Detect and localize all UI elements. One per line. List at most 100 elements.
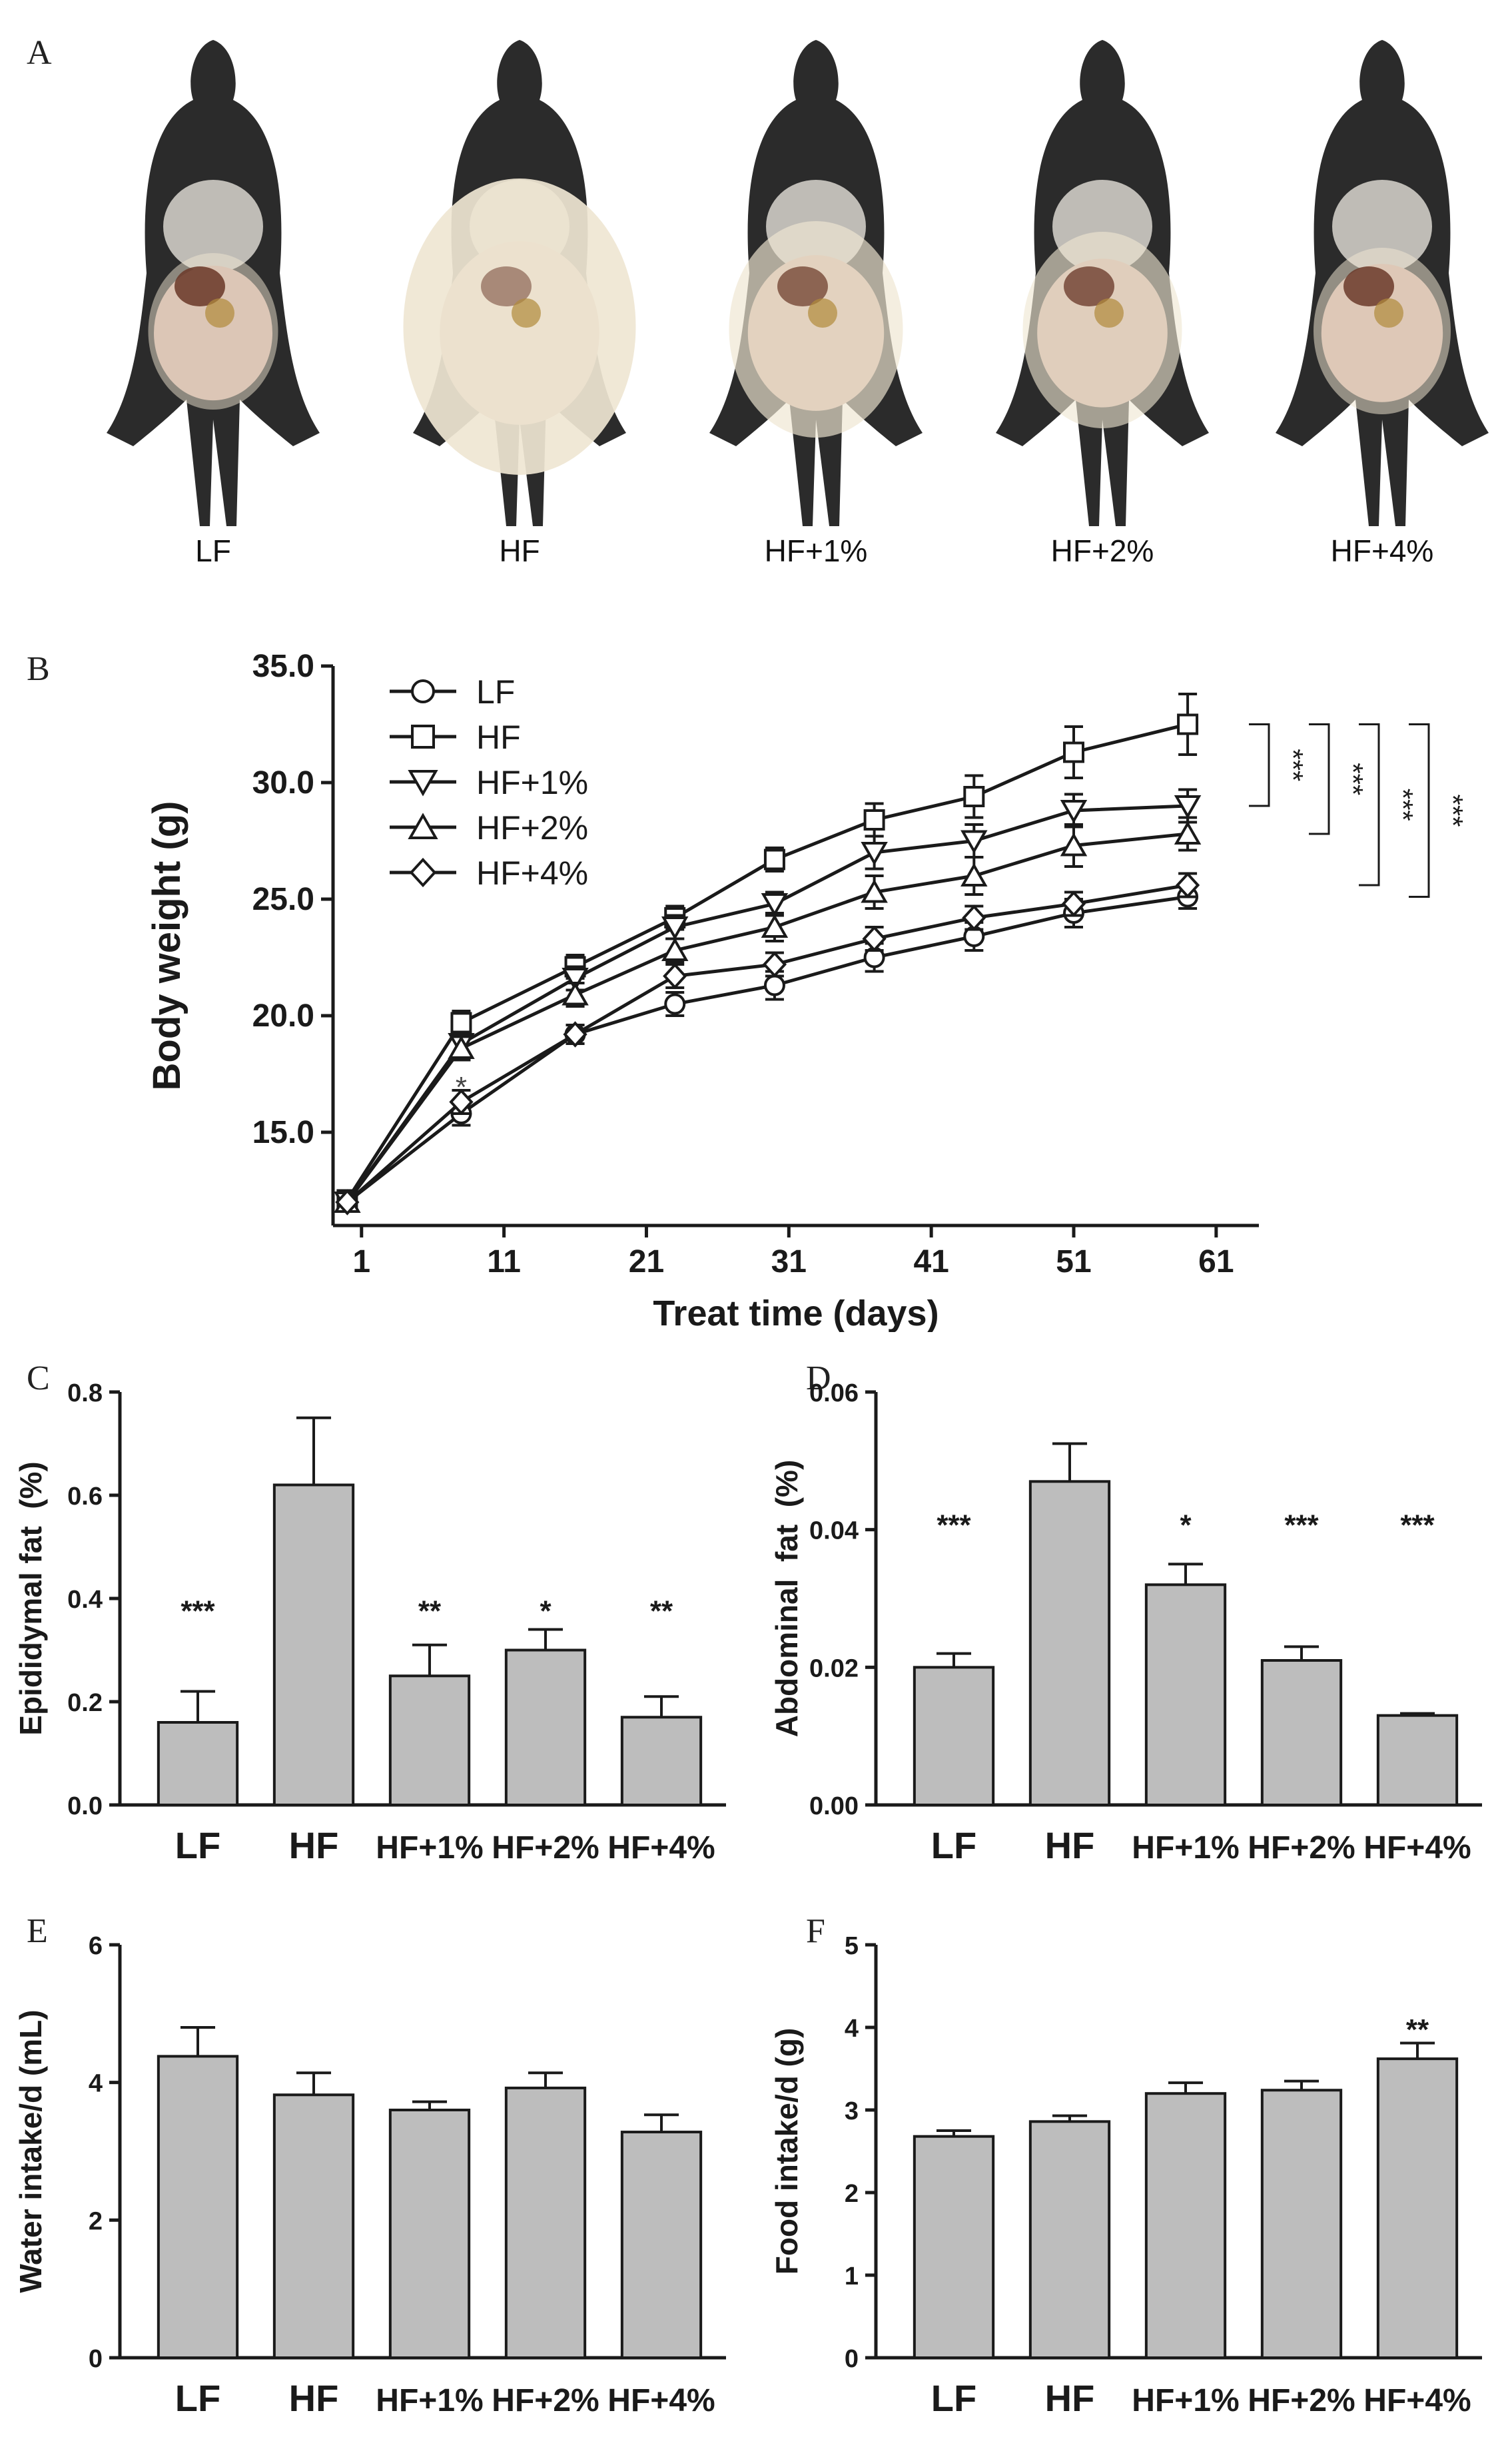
bar: [1260, 2089, 1343, 2359]
significance-label: ***: [1387, 789, 1419, 821]
x-axis-title: Treat time (days): [653, 1293, 939, 1332]
y-tick-label: 1: [845, 2263, 859, 2290]
mouse-photo-5: [1262, 20, 1502, 526]
y-tick-label: 0.4: [67, 1586, 103, 1614]
marker-diamond: [409, 857, 437, 888]
category-label: LF: [175, 2377, 220, 2419]
marker-circle: [664, 993, 686, 1015]
marker-square: [863, 809, 885, 831]
marker-triangle-down: [960, 830, 988, 854]
marker-triangle-up: [861, 879, 888, 903]
mouse-label-1: LF: [195, 533, 231, 568]
marker-triangle-up: [761, 914, 789, 938]
y-tick-label: 5: [845, 1932, 859, 1960]
x-tick-label: 31: [771, 1244, 807, 1279]
category-label: HF+4%: [1363, 2383, 1471, 2418]
y-tick-label: 25.0: [252, 882, 314, 917]
significance-label: **: [418, 1595, 442, 1628]
panel-letter-b: B: [27, 650, 50, 688]
category-label: LF: [175, 1824, 220, 1866]
y-tick-label: 3: [845, 2097, 859, 2125]
significance-label: **: [1406, 2013, 1429, 2046]
marker-square: [1177, 713, 1199, 735]
y-tick-label: 2: [845, 2180, 859, 2208]
y-axis-title: Body weight (g): [145, 801, 189, 1091]
marker-triangle-up: [408, 813, 438, 839]
y-tick-label: 0.0: [67, 1792, 103, 1820]
legend-label: LF: [476, 673, 515, 711]
y-tick-label: 15.0: [252, 1115, 314, 1150]
bar: [913, 1666, 995, 1807]
marker-diamond: [962, 904, 986, 931]
category-label: HF+4%: [1363, 1830, 1471, 1866]
marker-square: [963, 786, 985, 807]
significance-bracket: [1249, 723, 1270, 807]
y-axis-title: Epididymal fat (%): [13, 1461, 48, 1735]
bar: [1260, 1659, 1343, 1806]
y-tick-label: 0.02: [809, 1654, 859, 1682]
legend-label: HF: [476, 719, 521, 756]
marker-triangle-down: [408, 770, 438, 797]
x-tick-label: 11: [487, 1244, 521, 1279]
marker-triangle-down: [761, 893, 789, 917]
mouse-photo-2: [400, 20, 639, 526]
y-tick-label: 2: [89, 2207, 103, 2235]
significance-label: ***: [1284, 1509, 1319, 1541]
marker-square: [1063, 741, 1084, 763]
marker-triangle-up: [960, 863, 988, 886]
bar: [157, 2055, 239, 2359]
significance-label: **: [650, 1595, 673, 1628]
series-hf-plus-4pct: [335, 872, 1200, 1216]
marker-diamond: [1175, 872, 1200, 898]
marker-triangle-up: [448, 1035, 475, 1059]
category-label: HF+1%: [1132, 2383, 1239, 2418]
significance-label: ***: [1400, 1509, 1435, 1541]
category-label: HF+2%: [492, 1830, 599, 1866]
mouse-label-5: HF+4%: [1330, 533, 1434, 568]
bar: [1144, 2092, 1227, 2359]
marker-triangle-down: [1060, 800, 1088, 824]
significance-bracket: [1409, 723, 1430, 898]
marker-triangle-up: [562, 982, 589, 1006]
y-tick-label: 0: [89, 2345, 103, 2373]
category-label: HF+2%: [1248, 1830, 1355, 1866]
marker-circle: [411, 679, 435, 703]
x-tick-label: 61: [1198, 1244, 1234, 1279]
mouse-photo-3: [696, 20, 936, 526]
category-label: HF: [289, 1824, 339, 1866]
marker-triangle-down: [562, 968, 589, 992]
x-tick-label: 21: [629, 1244, 664, 1279]
significance-star: *: [456, 1071, 467, 1104]
category-label: HF+2%: [1248, 2383, 1355, 2418]
significance-bracket: [1359, 723, 1380, 886]
bar: [1028, 1480, 1111, 1806]
y-tick-label: 0.00: [809, 1792, 859, 1820]
marker-triangle-up: [661, 937, 689, 961]
x-tick-label: 41: [913, 1244, 948, 1279]
y-tick-label: 0.2: [67, 1689, 103, 1717]
bar: [504, 1648, 587, 1806]
marker-square: [411, 725, 435, 749]
panel-letter-f: F: [806, 1912, 825, 1950]
mouse-photo-4: [982, 20, 1222, 526]
water-intake-bar-chart: 0 2 4 6 Water intake/d (mL) LF HF HF+1% HF+2% HF+…: [13, 1932, 726, 2419]
y-tick-label: 30.0: [252, 765, 314, 801]
significance-label: ***: [1278, 749, 1309, 781]
category-label: HF+1%: [1132, 1830, 1239, 1866]
panel-a-photos: A LF HF HF+1% HF+2% HF+4%: [0, 0, 1512, 599]
bar: [272, 2093, 355, 2359]
category-label: HF: [1045, 2377, 1095, 2419]
food-intake-bar-chart: 0 1 2 3 4 5 Food intake/d (g) LF HF HF+1% HF+2% ** H…: [769, 1932, 1482, 2419]
marker-square: [450, 1012, 472, 1034]
legend-label: HF+4%: [476, 855, 588, 892]
bar: [1376, 1714, 1459, 1807]
bar: [157, 1721, 239, 1806]
marker-triangle-down: [861, 842, 888, 866]
panel-letter-c: C: [27, 1359, 50, 1397]
marker-diamond: [862, 925, 887, 952]
y-tick-label: 0.04: [809, 1517, 859, 1545]
marker-diamond: [762, 951, 787, 978]
x-tick-label: 51: [1056, 1244, 1091, 1279]
